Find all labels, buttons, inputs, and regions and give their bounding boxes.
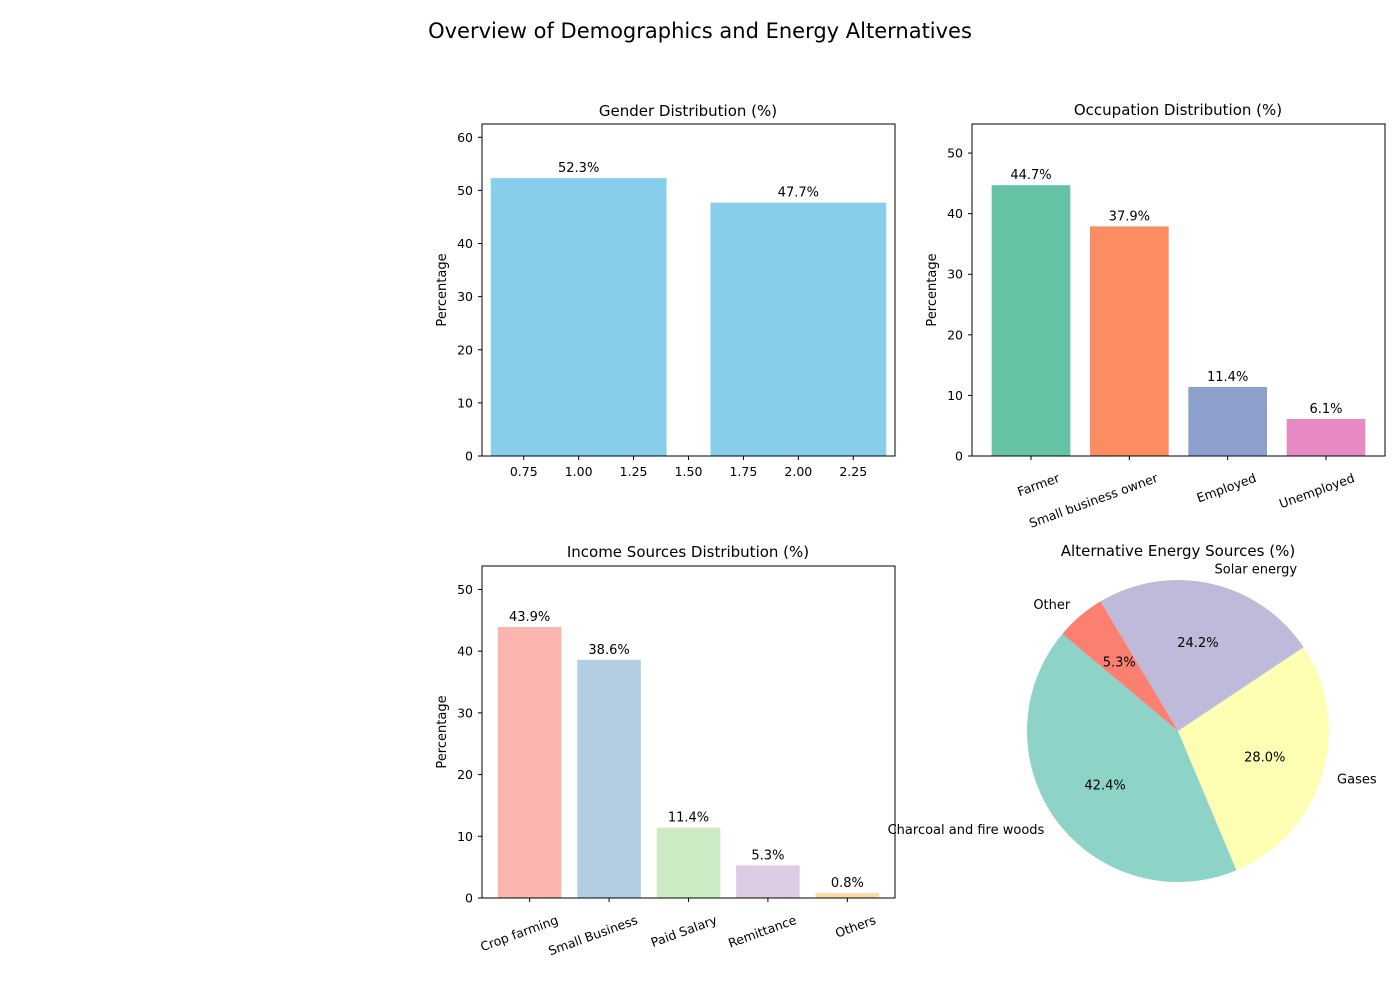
energy-pie-chart: Alternative Energy Sources (%) 42.4% Char… (888, 542, 1377, 882)
occupation-bar-value-label: 11.4% (1207, 370, 1248, 385)
income-bar-remittance (736, 865, 800, 898)
energy-chart-title: Alternative Energy Sources (%) (1061, 542, 1295, 560)
gender-bar-value-label: 52.3% (558, 161, 599, 176)
gender-ytick-label: 60 (457, 130, 473, 145)
energy-slice-other (1062, 601, 1178, 731)
energy-slice-label: Gases (1337, 772, 1377, 787)
income-bar-paid-salary (656, 827, 721, 898)
occupation-ytick-label: 10 (947, 388, 963, 403)
gender-ytick-label: 50 (457, 183, 473, 198)
income-bar-value-label: 5.3% (751, 848, 784, 863)
energy-slice-solar-energy (1100, 579, 1304, 731)
income-ytick-label: 10 (457, 829, 473, 844)
occupation-chart-title: Occupation Distribution (%) (1074, 101, 1282, 119)
income-bar-value-label: 43.9% (509, 610, 550, 625)
gender-chart-ylabel: Percentage (435, 253, 450, 326)
gender-bar-1 (490, 178, 667, 456)
income-ytick-label: 50 (457, 582, 473, 597)
gender-xtick-label: 1.25 (620, 464, 648, 479)
income-bar-value-label: 0.8% (831, 876, 864, 891)
income-chart-title: Income Sources Distribution (%) (567, 543, 809, 561)
gender-bar-value-label: 47.7% (778, 186, 819, 201)
energy-slice-charcoal-and-fire-woods (1027, 633, 1237, 882)
income-bar-value-label: 11.4% (668, 811, 709, 826)
gender-ytick-label: 40 (457, 236, 473, 251)
income-plot-frame (481, 565, 896, 899)
occupation-bar-unemployed (1286, 419, 1366, 456)
occupation-bar-value-label: 44.7% (1010, 168, 1051, 183)
gender-ytick-label: 20 (457, 342, 473, 357)
occupation-plot-frame (971, 123, 1386, 457)
occupation-chart-ylabel: Percentage (925, 253, 940, 326)
occupation-ytick-label: 50 (947, 146, 963, 161)
income-bar-crop-farming (497, 627, 562, 898)
occupation-bar-employed (1188, 386, 1267, 456)
energy-slice-label: Charcoal and fire woods (888, 823, 1045, 838)
income-ytick-label: 0 (465, 891, 473, 906)
occupation-ytick-label: 40 (947, 206, 963, 221)
income-ytick-label: 30 (457, 705, 473, 720)
income-bar-others (815, 893, 880, 898)
income-bar-small-business (577, 659, 641, 898)
energy-slice-percent-label: 28.0% (1244, 751, 1285, 766)
gender-ytick-label: 10 (457, 395, 473, 410)
gender-xtick-label: 1.50 (675, 464, 703, 479)
gender-xtick-label: 0.75 (510, 464, 538, 479)
occupation-ytick-label: 0 (955, 449, 963, 464)
occupation-bar-small-business-owner (1090, 226, 1169, 456)
energy-slice-percent-label: 24.2% (1177, 636, 1218, 651)
gender-xtick-label: 2.25 (839, 464, 867, 479)
occupation-bar-farmer (991, 185, 1071, 457)
income-ytick-label: 40 (457, 644, 473, 659)
figure-title: Overview of Demographics and Energy Alte… (428, 19, 972, 43)
gender-plot-frame (481, 123, 896, 457)
energy-slice-percent-label: 5.3% (1103, 656, 1136, 671)
gender-xtick-label: 1.00 (565, 464, 593, 479)
gender-xtick-label: 2.00 (784, 464, 812, 479)
gender-bar-2 (710, 202, 887, 456)
gender-ytick-label: 0 (465, 449, 473, 464)
occupation-ytick-label: 20 (947, 327, 963, 342)
gender-chart: Gender Distribution (%) Percentage 0 10 20… (435, 102, 896, 479)
energy-slice-percent-label: 42.4% (1084, 778, 1125, 793)
occupation-bar-value-label: 37.9% (1109, 209, 1150, 224)
gender-chart-title: Gender Distribution (%) (599, 102, 777, 120)
occupation-bar-value-label: 6.1% (1309, 402, 1342, 417)
income-bar-value-label: 38.6% (588, 643, 629, 658)
income-ytick-label: 20 (457, 767, 473, 782)
gender-xtick-label: 1.75 (729, 464, 757, 479)
energy-slice-label: Solar energy (1215, 562, 1298, 577)
energy-slice-gases (1178, 647, 1329, 871)
occupation-ytick-label: 30 (947, 267, 963, 282)
gender-ytick-label: 30 (457, 289, 473, 304)
energy-slice-label: Other (1033, 598, 1071, 613)
income-chart-ylabel: Percentage (435, 695, 450, 768)
